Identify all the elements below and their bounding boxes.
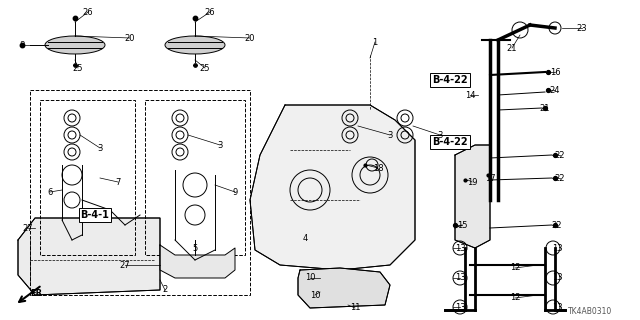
Text: 18: 18 xyxy=(372,164,383,172)
Text: 12: 12 xyxy=(509,293,520,302)
Text: 13: 13 xyxy=(454,244,465,252)
Text: 3: 3 xyxy=(437,131,443,140)
Text: 1: 1 xyxy=(372,37,378,46)
Text: 13: 13 xyxy=(552,244,563,252)
Text: 8: 8 xyxy=(19,41,25,50)
Ellipse shape xyxy=(45,36,105,54)
Text: 4: 4 xyxy=(302,234,308,243)
Bar xyxy=(40,100,135,255)
Text: 19: 19 xyxy=(467,178,477,187)
Text: 26: 26 xyxy=(205,7,215,17)
Bar xyxy=(145,100,245,255)
Text: 11: 11 xyxy=(349,303,360,313)
Text: 20: 20 xyxy=(125,34,135,43)
Text: 6: 6 xyxy=(47,188,52,196)
Text: 21: 21 xyxy=(507,44,517,52)
Text: B-4-22: B-4-22 xyxy=(432,75,468,85)
Polygon shape xyxy=(250,105,415,270)
Text: 16: 16 xyxy=(550,68,560,76)
Text: 7: 7 xyxy=(115,178,121,187)
Text: 10: 10 xyxy=(310,291,320,300)
Text: 27: 27 xyxy=(120,260,131,269)
Text: 15: 15 xyxy=(457,220,467,229)
Text: 20: 20 xyxy=(244,34,255,43)
Polygon shape xyxy=(455,145,490,248)
Text: 10: 10 xyxy=(305,274,316,283)
Text: 3: 3 xyxy=(97,143,102,153)
Text: 21: 21 xyxy=(540,103,550,113)
Text: 17: 17 xyxy=(484,173,495,182)
Text: 13: 13 xyxy=(552,302,563,311)
Text: 12: 12 xyxy=(509,263,520,273)
Text: B-4-1: B-4-1 xyxy=(81,210,109,220)
Text: 27: 27 xyxy=(22,223,33,233)
Text: FR.: FR. xyxy=(30,289,45,298)
Text: 23: 23 xyxy=(577,23,588,33)
Text: B-4-22: B-4-22 xyxy=(432,137,468,147)
Text: 22: 22 xyxy=(555,150,565,159)
Polygon shape xyxy=(160,245,235,278)
Text: 14: 14 xyxy=(465,91,476,100)
Text: 5: 5 xyxy=(193,244,198,252)
Text: 25: 25 xyxy=(200,63,211,73)
Ellipse shape xyxy=(165,36,225,54)
Text: 13: 13 xyxy=(454,274,465,283)
Text: 2: 2 xyxy=(163,285,168,294)
Polygon shape xyxy=(18,218,160,295)
Text: 25: 25 xyxy=(73,63,83,73)
Bar xyxy=(30,90,250,295)
Text: 26: 26 xyxy=(83,7,93,17)
Text: 9: 9 xyxy=(232,188,237,196)
Text: 3: 3 xyxy=(387,131,393,140)
Text: 22: 22 xyxy=(552,220,563,229)
Polygon shape xyxy=(298,268,390,308)
Text: 24: 24 xyxy=(550,85,560,94)
Text: 13: 13 xyxy=(454,302,465,311)
Text: 3: 3 xyxy=(218,140,223,149)
Text: TK4AB0310: TK4AB0310 xyxy=(568,308,612,316)
Text: 22: 22 xyxy=(555,173,565,182)
Text: 13: 13 xyxy=(552,274,563,283)
